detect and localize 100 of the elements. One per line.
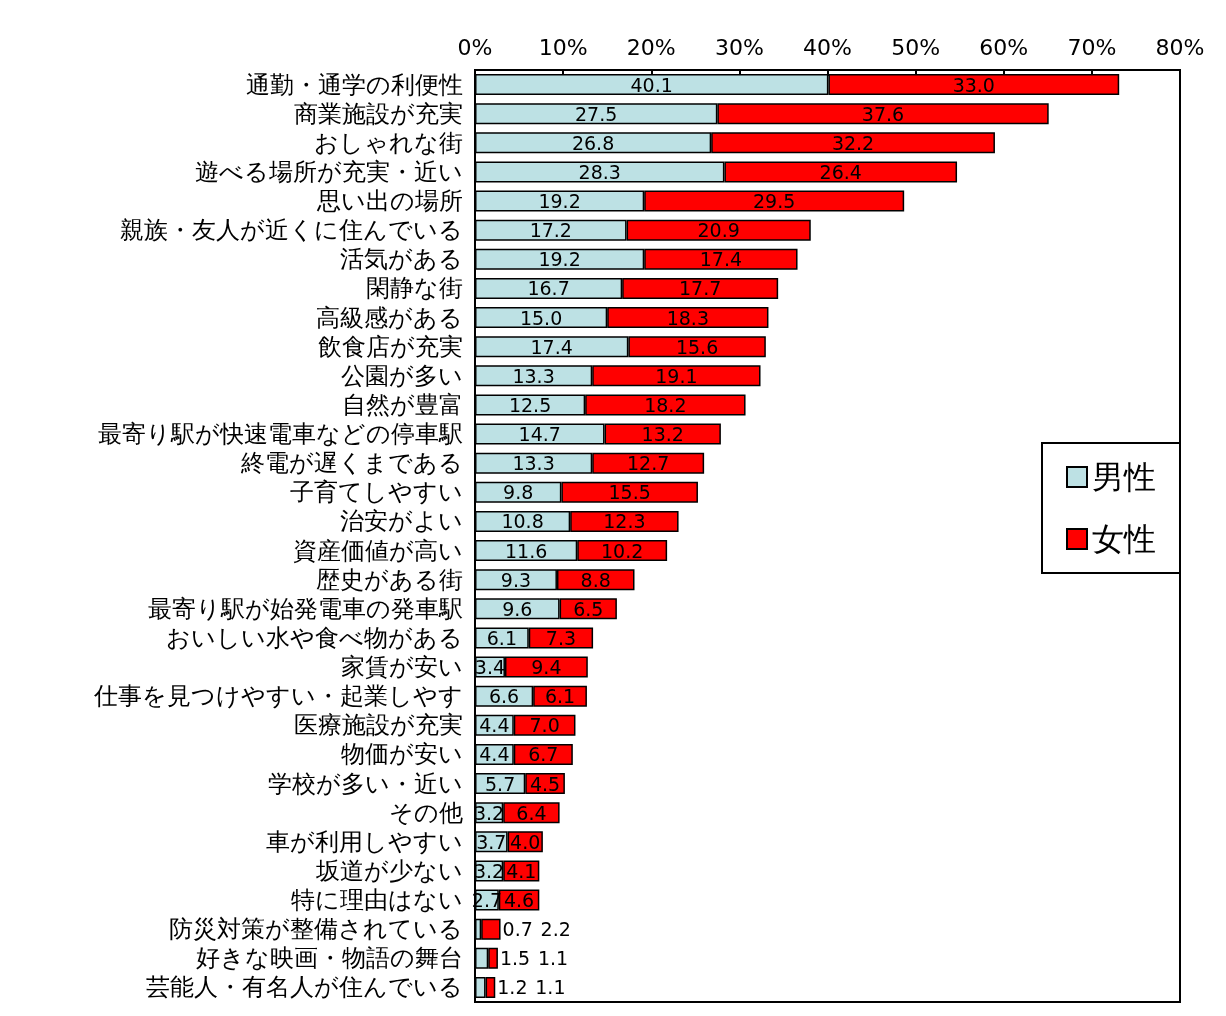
- data-label: 3.2: [473, 859, 505, 882]
- y-tick-label: 歴史がある街: [316, 565, 463, 594]
- y-tick-label: おしゃれな街: [314, 128, 463, 157]
- data-label: 9.3: [500, 568, 532, 591]
- data-label: 4.6: [503, 889, 535, 912]
- y-tick-label: 芸能人・有名人が住んでいる: [146, 973, 463, 1002]
- data-label: 18.2: [644, 393, 687, 416]
- y-tick-label: 商業施設が充実: [294, 99, 463, 128]
- data-label: 5.7: [485, 772, 516, 795]
- x-tick-label: 80%: [1155, 34, 1205, 60]
- y-tick-label: 最寄り駅が始発電車の発車駅: [148, 594, 463, 623]
- data-label: 4.0: [510, 830, 541, 853]
- y-tick-label: 飲食店が充実: [318, 332, 463, 361]
- y-tick-label: 坂道が少ない: [315, 856, 463, 885]
- x-tick-label: 30%: [714, 34, 764, 60]
- legend-label: 男性: [1092, 458, 1156, 496]
- y-tick-label: 治安がよい: [340, 507, 463, 536]
- data-label: 8.8: [580, 568, 611, 591]
- y-tick-label: 医療施設が充実: [294, 711, 463, 740]
- data-label: 16.7: [527, 277, 570, 300]
- data-label: 27.5: [575, 102, 618, 125]
- data-label: 37.6: [861, 102, 905, 125]
- data-label: 6.5: [573, 597, 604, 620]
- data-label: 40.1: [630, 73, 673, 96]
- y-tick-label: 公園が多い: [341, 361, 463, 390]
- data-label: 3.7: [476, 830, 507, 853]
- data-label: 4.4: [479, 743, 510, 766]
- y-tick-label: その他: [389, 798, 463, 827]
- data-label: 33.0: [952, 73, 995, 96]
- x-tick-label: 0%: [457, 34, 493, 60]
- x-tick-label: 70%: [1067, 34, 1117, 60]
- y-tick-label: 閑静な街: [366, 274, 463, 303]
- y-tick-label: 車が利用しやすい: [266, 827, 463, 856]
- data-label: 10.8: [501, 510, 544, 533]
- data-label: 6.1: [544, 685, 576, 708]
- data-label: 1.1: [537, 947, 569, 970]
- data-label: 3.4: [474, 656, 506, 679]
- data-label: 29.5: [753, 190, 796, 213]
- x-tick-label: 10%: [538, 34, 588, 60]
- data-label: 4.5: [529, 772, 561, 795]
- data-label: 12.3: [603, 510, 646, 533]
- y-tick-label: 通勤・通学の利便性: [246, 70, 463, 99]
- legend-label: 女性: [1092, 520, 1156, 558]
- data-label: 26.8: [571, 131, 615, 154]
- data-label: 17.2: [529, 219, 572, 242]
- data-label: 28.3: [578, 160, 621, 183]
- data-label: 15.0: [519, 306, 563, 329]
- y-tick-label: 防災対策が整備されている: [169, 915, 463, 944]
- y-tick-label: 資産価値が高い: [293, 536, 463, 565]
- data-label: 7.0: [529, 714, 560, 737]
- x-tick-label: 60%: [979, 34, 1029, 60]
- data-label: 17.4: [530, 335, 573, 358]
- data-label: 15.6: [675, 335, 719, 358]
- x-tick-label: 50%: [891, 34, 941, 60]
- data-label: 19.1: [655, 364, 698, 387]
- data-label: 6.4: [516, 801, 547, 824]
- data-label: 2.2: [540, 918, 571, 941]
- y-tick-label: 家賃が安い: [341, 653, 463, 682]
- y-tick-label: 高級感がある: [316, 303, 463, 332]
- data-label: 0.7: [502, 918, 533, 941]
- data-label: 14.7: [518, 423, 561, 446]
- data-label: 4.4: [479, 714, 510, 737]
- y-tick-label: 仕事を見つけやすい・起業しやす: [93, 682, 463, 711]
- data-label: 7.3: [545, 626, 577, 649]
- data-label: 4.1: [506, 859, 537, 882]
- data-label: 18.3: [666, 306, 709, 329]
- data-label: 9.8: [503, 481, 534, 504]
- data-label: 19.2: [538, 248, 581, 271]
- y-tick-label: 物価が安い: [341, 740, 463, 769]
- x-tick-label: 40%: [803, 34, 852, 60]
- data-label: 9.4: [531, 656, 562, 679]
- y-tick-label: 子育てしやすい: [290, 478, 463, 507]
- y-tick-label: 特に理由はない: [291, 886, 463, 915]
- y-tick-label: 自然が豊富: [342, 390, 463, 419]
- data-label: 17.7: [679, 277, 722, 300]
- data-label: 20.9: [697, 219, 740, 242]
- y-tick-label: 最寄り駅が快速電車などの停車駅: [98, 420, 463, 449]
- data-label: 1.1: [535, 976, 566, 999]
- data-label: 6.7: [528, 743, 559, 766]
- data-label: 9.6: [502, 597, 533, 620]
- data-label: 15.5: [608, 481, 651, 504]
- y-tick-label: 終電が遅くまである: [240, 449, 463, 478]
- y-tick-label: 活気がある: [340, 245, 463, 274]
- data-label: 1.2: [497, 976, 528, 999]
- data-label: 32.2: [831, 131, 875, 154]
- data-label: 6.1: [486, 626, 517, 649]
- data-label: 13.3: [512, 452, 555, 475]
- data-label: 17.4: [699, 248, 743, 271]
- y-tick-label: 学校が多い・近い: [268, 769, 463, 798]
- data-label: 19.2: [538, 190, 581, 213]
- data-label: 10.2: [601, 539, 644, 562]
- y-tick-label: 好きな映画・物語の舞台: [196, 944, 463, 973]
- data-label: 13.3: [512, 364, 555, 387]
- y-tick-label: 思い出の場所: [316, 187, 463, 216]
- data-label: 6.6: [488, 685, 520, 708]
- data-label: 1.5: [499, 947, 531, 970]
- data-label: 26.4: [819, 160, 862, 183]
- data-label: 11.6: [504, 539, 548, 562]
- y-tick-label: 遊べる場所が充実・近い: [195, 157, 463, 186]
- data-label: 13.2: [641, 423, 684, 446]
